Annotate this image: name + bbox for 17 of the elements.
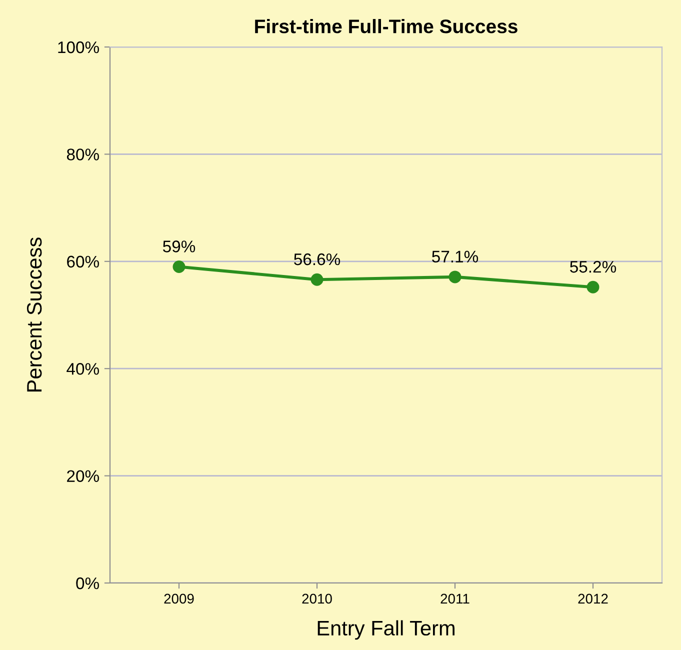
x-tick-label: 2012: [578, 594, 608, 604]
y-tick-label: 100%: [58, 41, 99, 54]
y-tick-label: 60%: [67, 256, 99, 268]
data-label: 55.2%: [570, 260, 616, 273]
chart-title: First-time Full-Time Success: [255, 19, 518, 34]
x-tick-label: 2010: [302, 594, 332, 604]
y-tick-label: 80%: [66, 148, 99, 160]
y-tick-label: 40%: [66, 363, 99, 375]
x-tick-label: 2011: [440, 594, 470, 604]
x-axis-title: Entry Fall Term: [318, 620, 454, 640]
data-label: 57.1%: [432, 250, 478, 263]
y-tick-label: 0%: [76, 577, 99, 590]
data-label: 59%: [162, 240, 196, 252]
data-label: 56.6%: [294, 253, 340, 266]
y-tick-label: 20%: [67, 470, 99, 482]
y-axis-title: Percent Success: [26, 238, 42, 392]
x-tick-label: 2009: [164, 594, 194, 604]
